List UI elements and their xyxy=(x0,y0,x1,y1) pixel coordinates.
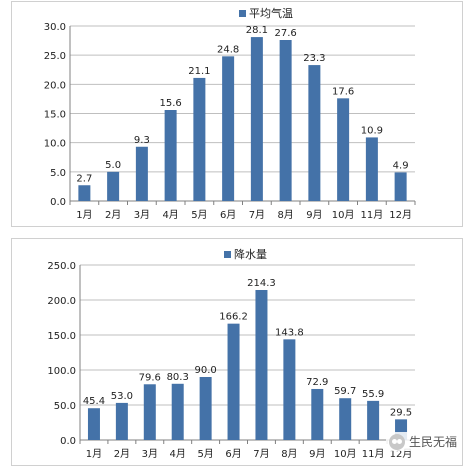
data-label: 79.6 xyxy=(139,372,161,383)
x-tick-label: 3月 xyxy=(134,209,150,221)
data-label: 4.9 xyxy=(393,160,409,171)
bar xyxy=(115,402,128,440)
x-tick-label: 4月 xyxy=(170,448,186,460)
data-label: 15.6 xyxy=(159,98,181,109)
x-tick-label: 8月 xyxy=(277,209,293,221)
bar xyxy=(222,56,235,202)
bar xyxy=(367,400,380,440)
legend-swatch xyxy=(239,10,246,17)
bar xyxy=(78,185,91,201)
data-label: 59.7 xyxy=(334,386,356,397)
data-label: 72.9 xyxy=(306,377,328,388)
legend-label: 降水量 xyxy=(234,247,267,261)
y-tick-label: 200.0 xyxy=(47,296,76,307)
bar xyxy=(193,77,206,201)
data-label: 29.5 xyxy=(390,407,412,418)
data-label: 55.9 xyxy=(362,389,384,400)
bar xyxy=(135,146,148,201)
x-tick-label: 6月 xyxy=(220,209,236,221)
bar xyxy=(143,384,156,440)
legend-label: 平均气温 xyxy=(249,6,293,20)
y-tick-label: 20.0 xyxy=(44,80,66,91)
bar xyxy=(394,172,407,201)
x-tick-label: 1月 xyxy=(86,448,102,460)
x-tick-label: 9月 xyxy=(309,448,325,460)
x-tick-label: 4月 xyxy=(162,209,178,221)
watermark: 生民无福 xyxy=(385,432,460,451)
data-label: 17.6 xyxy=(332,86,354,97)
temperature-chart: 0.0 5.0 10.0 15.0 20.0 25.0 30.0 2.7 1月 5.0 2月 9.3 3… xyxy=(44,6,416,221)
y-tick-label: 250.0 xyxy=(47,261,76,272)
temperature-chart-panel: 0.0 5.0 10.0 15.0 20.0 25.0 30.0 2.7 1月 5.0 2月 9.3 3… xyxy=(11,1,463,227)
data-label: 2.7 xyxy=(76,173,92,184)
bar xyxy=(279,40,292,201)
x-tick-label: 5月 xyxy=(197,448,213,460)
data-label: 28.1 xyxy=(246,25,268,36)
data-label: 214.3 xyxy=(247,278,276,289)
y-tick-label: 150.0 xyxy=(47,331,76,342)
data-label: 90.0 xyxy=(194,365,216,376)
bar xyxy=(339,398,352,440)
y-tick-label: 10.0 xyxy=(44,139,66,150)
x-tick-label: 10月 xyxy=(334,448,357,460)
bar xyxy=(250,37,263,202)
bar xyxy=(308,65,321,201)
y-tick-label: 15.0 xyxy=(44,110,66,121)
x-tick-label: 2月 xyxy=(105,209,121,221)
bar xyxy=(255,289,268,440)
bar xyxy=(164,110,177,201)
data-label: 166.2 xyxy=(219,312,248,323)
bar xyxy=(283,339,296,440)
y-tick-label: 25.0 xyxy=(44,51,66,62)
data-label: 143.8 xyxy=(275,327,304,338)
y-tick-label: 100.0 xyxy=(47,366,76,377)
x-tick-label: 9月 xyxy=(306,209,322,221)
precipitation-chart: 0.0 50.0 100.0 150.0 200.0 250.0 45.4 1月 53.0 2月 7… xyxy=(47,247,416,460)
x-tick-label: 12月 xyxy=(390,448,413,460)
legend-swatch xyxy=(224,251,231,258)
data-label: 23.3 xyxy=(303,53,325,64)
data-label: 9.3 xyxy=(134,135,150,146)
data-label: 53.0 xyxy=(111,391,133,402)
bar xyxy=(87,408,100,440)
legend: 平均气温 xyxy=(239,6,293,20)
y-tick-label: 0.0 xyxy=(60,436,76,447)
bar xyxy=(199,377,212,440)
data-label: 45.4 xyxy=(83,396,105,407)
x-tick-label: 12月 xyxy=(389,209,412,221)
bar xyxy=(365,137,378,201)
x-tick-label: 11月 xyxy=(362,448,385,460)
x-tick-label: 7月 xyxy=(249,209,265,221)
data-label: 5.0 xyxy=(105,160,121,171)
bar xyxy=(337,98,350,201)
y-tick-label: 30.0 xyxy=(44,22,66,33)
x-tick-label: 10月 xyxy=(332,209,355,221)
bar xyxy=(311,388,324,440)
precipitation-chart-panel: 0.0 50.0 100.0 150.0 200.0 250.0 45.4 1月 53.0 2月 7… xyxy=(11,238,463,466)
data-label: 80.3 xyxy=(167,372,189,383)
x-tick-label: 7月 xyxy=(253,448,269,460)
y-tick-label: 50.0 xyxy=(54,401,76,412)
x-tick-label: 3月 xyxy=(142,448,158,460)
y-tick-label: 0.0 xyxy=(50,197,66,208)
watermark-text: 生民无福 xyxy=(408,435,457,449)
x-tick-label: 6月 xyxy=(225,448,241,460)
bar xyxy=(171,383,184,440)
x-tick-label: 1月 xyxy=(76,209,92,221)
data-label: 27.6 xyxy=(274,28,296,39)
legend: 降水量 xyxy=(224,247,267,261)
wechat-icon xyxy=(388,433,405,450)
data-label: 10.9 xyxy=(361,125,383,136)
x-tick-label: 11月 xyxy=(361,209,384,221)
x-tick-label: 2月 xyxy=(114,448,130,460)
data-label: 24.8 xyxy=(217,44,239,55)
y-tick-label: 5.0 xyxy=(50,168,66,179)
bar xyxy=(227,323,240,440)
bar xyxy=(107,171,120,201)
data-label: 21.1 xyxy=(188,66,210,77)
x-tick-label: 8月 xyxy=(281,448,297,460)
x-tick-label: 5月 xyxy=(191,209,207,221)
